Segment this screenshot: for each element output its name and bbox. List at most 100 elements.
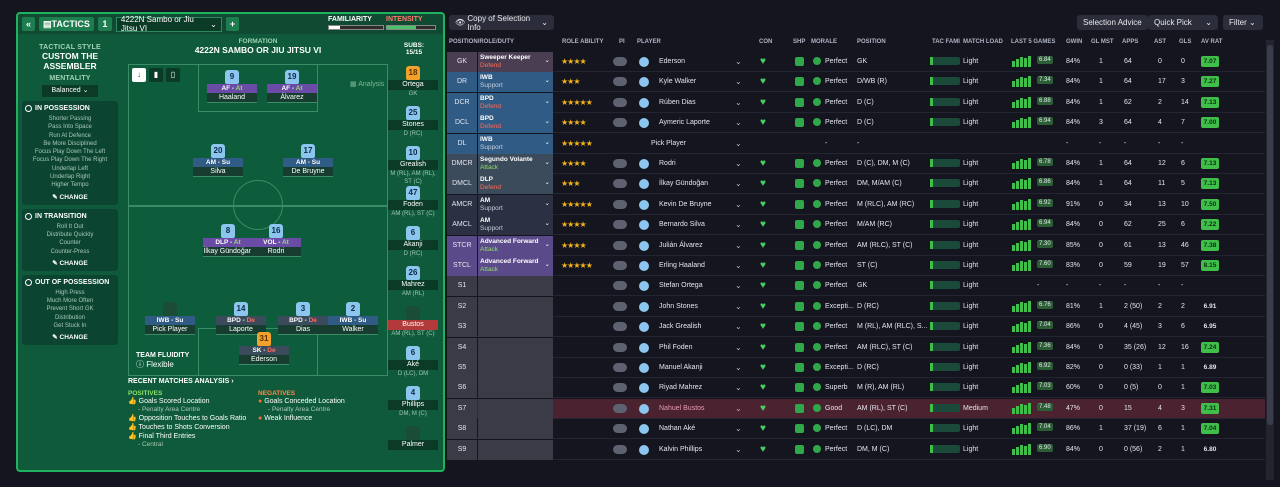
table-row[interactable]: DCL BPD Defend ⌄ ★★★★ Aymeric Laporte ⌄ ♥ Perfec… bbox=[447, 113, 1265, 134]
player-instructions-icon[interactable] bbox=[613, 301, 627, 311]
player-instructions-icon[interactable] bbox=[613, 220, 627, 230]
positive-item[interactable]: 👍 Opposition Touches to Goals Ratio bbox=[128, 414, 258, 423]
col-apps[interactable]: APPS bbox=[1122, 39, 1139, 45]
role-cell[interactable]: AM Support ⌄ bbox=[478, 194, 553, 215]
table-row[interactable]: S4 Phil Foden ⌄ ♥ Perfect AM (RLC), ST (C) Lig… bbox=[447, 337, 1265, 358]
table-row[interactable]: S8 Nathan Aké ⌄ ♥ Perfect D (LC), DM Light 7.04… bbox=[447, 419, 1265, 440]
table-row[interactable]: S2 John Stones ⌄ ♥ Excepti... D (RC) Light 6.76… bbox=[447, 296, 1265, 317]
pitch-player[interactable]: 17 AM - Su De Bruyne bbox=[283, 144, 333, 177]
instruction-item[interactable]: Counter-Press bbox=[50, 248, 90, 255]
table-row[interactable]: AMCL AM Support ⌄ ★★★★ Bernardo Silva ⌄ ♥ Perfec… bbox=[447, 215, 1265, 236]
player-name[interactable]: Julián Álvarez bbox=[659, 241, 703, 249]
col-position[interactable]: POSITION bbox=[857, 39, 886, 45]
recent-matches-title[interactable]: RECENT MATCHES ANALYSIS › bbox=[128, 378, 234, 385]
pitch-player[interactable]: 19 AF - At Álvarez bbox=[267, 70, 317, 103]
table-row[interactable]: S3 Jack Grealish ⌄ ♥ Perfect M (RL), AM (RLC)… bbox=[447, 317, 1265, 338]
positive-item[interactable]: 👍 Touches to Shots Conversion bbox=[128, 423, 258, 432]
player-name[interactable]: Kevin De Bruyne bbox=[659, 200, 712, 208]
player-instructions-icon[interactable] bbox=[613, 118, 627, 128]
player-instructions-icon[interactable] bbox=[613, 403, 627, 413]
player-instructions-icon[interactable] bbox=[613, 77, 627, 87]
sub-player[interactable]: 10 Grealish M (RL), AM (RL), ST (C) bbox=[388, 146, 438, 186]
player-name[interactable]: Manuel Akanji bbox=[659, 364, 703, 371]
col-position-role[interactable]: POSITION/ROLE/DUTY bbox=[449, 39, 515, 45]
player-instructions-icon[interactable] bbox=[613, 97, 627, 107]
change-out-of-possession-button[interactable]: ✎ CHANGE bbox=[52, 334, 88, 342]
instruction-item[interactable]: Roll It Out bbox=[56, 223, 84, 230]
col-ast[interactable]: AST bbox=[1154, 39, 1166, 45]
pitch-player[interactable]: 31 SK - De Ederson bbox=[239, 332, 289, 365]
sub-player[interactable]: 47 Foden AM (RL), ST (C) bbox=[388, 186, 438, 218]
player-name[interactable]: Walker bbox=[328, 325, 378, 335]
player-name[interactable]: Ederson bbox=[659, 58, 686, 65]
player-name[interactable]: Rodri bbox=[659, 160, 676, 167]
sub-name[interactable]: Stones bbox=[388, 120, 438, 130]
player-name[interactable]: Rúben Dias bbox=[659, 98, 696, 106]
pitch-player[interactable]: 9 AF - At Haaland bbox=[207, 70, 257, 103]
sub-name[interactable]: Bustos bbox=[388, 320, 438, 330]
player-name[interactable]: Stefan Ortega bbox=[659, 282, 703, 290]
change-in-possession-button[interactable]: ✎ CHANGE bbox=[52, 193, 88, 201]
tactic-slot-button[interactable]: 1 bbox=[97, 17, 112, 31]
player-name[interactable]: Erling Haaland bbox=[659, 262, 705, 269]
player-name[interactable]: Dias bbox=[278, 325, 328, 335]
instruction-item[interactable]: Be More Disciplined bbox=[43, 140, 97, 147]
sub-name[interactable]: Grealish bbox=[388, 160, 438, 170]
player-instructions-icon[interactable] bbox=[613, 363, 627, 372]
sub-name[interactable]: Ortega bbox=[388, 80, 438, 90]
chevron-down-icon[interactable]: ⌄ bbox=[735, 261, 742, 270]
chevron-down-icon[interactable]: ⌄ bbox=[735, 363, 742, 372]
player-instructions-icon[interactable] bbox=[613, 424, 627, 434]
role-cell[interactable]: AM Support ⌄ bbox=[478, 215, 553, 236]
role-cell[interactable]: DLP Defend ⌄ bbox=[478, 174, 553, 195]
role-duty-badge[interactable]: AM - Su bbox=[193, 158, 243, 167]
instruction-item[interactable]: Focus Play Down The Left bbox=[34, 149, 106, 156]
instruction-item[interactable]: Get Stuck In bbox=[53, 323, 87, 330]
role-cell[interactable] bbox=[478, 378, 553, 399]
player-name[interactable]: Bernardo Silva bbox=[659, 221, 705, 229]
chevron-down-icon[interactable]: ⌄ bbox=[735, 322, 742, 332]
player-instructions-icon[interactable] bbox=[613, 261, 627, 270]
chevron-down-icon[interactable]: ⌄ bbox=[735, 424, 742, 434]
role-cell[interactable] bbox=[478, 419, 553, 440]
role-cell[interactable]: Segundo Volante Attack ⌄ bbox=[478, 154, 553, 174]
role-duty-badge[interactable]: AF - At bbox=[207, 84, 257, 93]
role-duty-badge[interactable]: IWB - Su bbox=[145, 316, 195, 325]
player-name[interactable]: Haaland bbox=[207, 93, 257, 103]
col-gl-mst[interactable]: GL MST bbox=[1091, 39, 1114, 45]
instruction-item[interactable]: Distribution bbox=[54, 314, 85, 321]
player-name[interactable]: Jack Grealish bbox=[659, 323, 702, 331]
pitch-player[interactable]: 20 AM - Su Silva bbox=[193, 144, 243, 177]
negative-item[interactable]: ● Weak Influence bbox=[258, 414, 408, 423]
tactic-selector[interactable]: 4222N Sambo or Jiu Jitsu VI ⌄ bbox=[115, 15, 222, 33]
instruction-item[interactable]: Focus Play Down The Right bbox=[32, 157, 108, 164]
role-duty-badge[interactable]: BPD - De bbox=[278, 316, 328, 325]
instruction-item[interactable]: Prevent Short GK bbox=[46, 306, 94, 313]
player-name[interactable]: Pick Player bbox=[145, 325, 195, 335]
pitch-player[interactable]: 14 BPD - De Laporte bbox=[216, 302, 266, 335]
role-cell[interactable]: Advanced Forward Attack ⌄ bbox=[478, 235, 553, 256]
chevron-down-icon[interactable]: ⌄ bbox=[735, 77, 742, 87]
player-instructions-icon[interactable] bbox=[613, 322, 627, 332]
player-name[interactable]: Álvarez bbox=[267, 93, 317, 103]
col-pi[interactable]: PI bbox=[619, 39, 625, 45]
role-duty-badge[interactable]: IWB - Su bbox=[328, 316, 378, 325]
instruction-item[interactable]: Much More Often bbox=[46, 298, 94, 305]
pitch-player[interactable]: 16 VOL - At Rodri bbox=[251, 224, 301, 257]
download-icon[interactable]: ↓ bbox=[132, 68, 146, 82]
chevron-down-icon[interactable]: ⌄ bbox=[735, 383, 742, 393]
formation-name[interactable]: 4222N SAMBO OR JIU JITSU VI bbox=[194, 45, 322, 55]
player-name[interactable]: Silva bbox=[193, 167, 243, 177]
role-cell[interactable]: Sweeper Keeper Defend ⌄ bbox=[478, 52, 553, 72]
player-instructions-icon[interactable] bbox=[613, 444, 627, 454]
pitch-player[interactable]: 3 BPD - De Dias bbox=[278, 302, 328, 335]
sub-player[interactable]: 25 Stones D (RC) bbox=[388, 106, 438, 138]
col-con[interactable]: CON bbox=[759, 39, 773, 45]
instruction-item[interactable]: Shorter Passing bbox=[48, 116, 92, 122]
player-name[interactable]: Riyad Mahrez bbox=[659, 384, 703, 392]
scrollbar-thumb[interactable] bbox=[1267, 45, 1273, 425]
tactical-style-name[interactable]: CUSTOM THE ASSEMBLER bbox=[41, 51, 99, 71]
player-instructions-icon[interactable] bbox=[613, 281, 627, 291]
role-cell[interactable]: BPD Defend ⌄ bbox=[478, 113, 553, 134]
instruction-item[interactable]: Counter bbox=[59, 240, 81, 247]
